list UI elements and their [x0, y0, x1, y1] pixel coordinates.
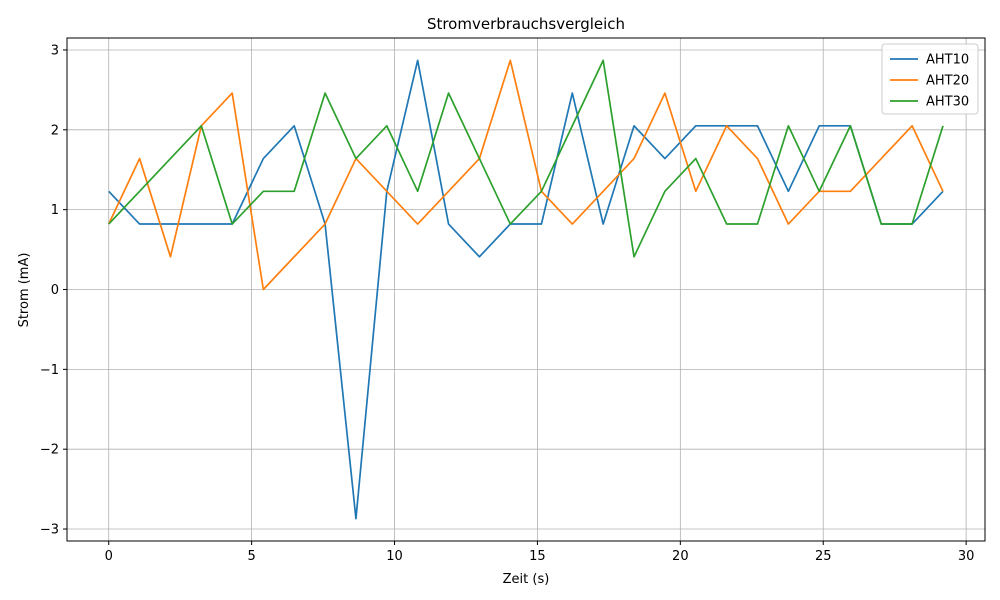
y-tick-label: 1 — [51, 203, 59, 218]
y-tick-label: 2 — [51, 123, 59, 138]
series-line-aht20 — [107, 59, 944, 291]
x-tick-label: 15 — [529, 549, 546, 564]
y-tick-label: −2 — [40, 443, 59, 458]
y-tick-label: 3 — [51, 43, 59, 58]
legend-box — [881, 43, 979, 115]
series-lines — [107, 59, 944, 520]
x-tick-label: 30 — [958, 549, 975, 564]
chart-title: Stromverbrauchsvergleich — [427, 15, 625, 33]
series-line-aht30 — [108, 59, 944, 258]
y-tick-label: −3 — [40, 523, 59, 538]
legend-label-aht10: AHT10 — [926, 53, 969, 68]
y-tick-label: 0 — [51, 283, 59, 298]
x-tick-label: 5 — [247, 549, 255, 564]
x-tick-label: 25 — [815, 549, 832, 564]
y-axis-label: Strom (mA) — [17, 253, 32, 328]
legend-label-aht30: AHT30 — [926, 95, 969, 110]
x-tick-label: 10 — [386, 549, 403, 564]
legend: AHT10 AHT20 AHT30 — [881, 43, 979, 115]
legend-label-aht20: AHT20 — [926, 74, 969, 89]
axis-ticks: 0 5 10 15 20 25 30 −3 −2 −1 0 1 2 3 — [40, 43, 975, 564]
y-tick-label: −1 — [40, 363, 59, 378]
x-axis-label: Zeit (s) — [503, 572, 550, 587]
x-tick-label: 0 — [105, 549, 113, 564]
x-tick-label: 20 — [672, 549, 689, 564]
